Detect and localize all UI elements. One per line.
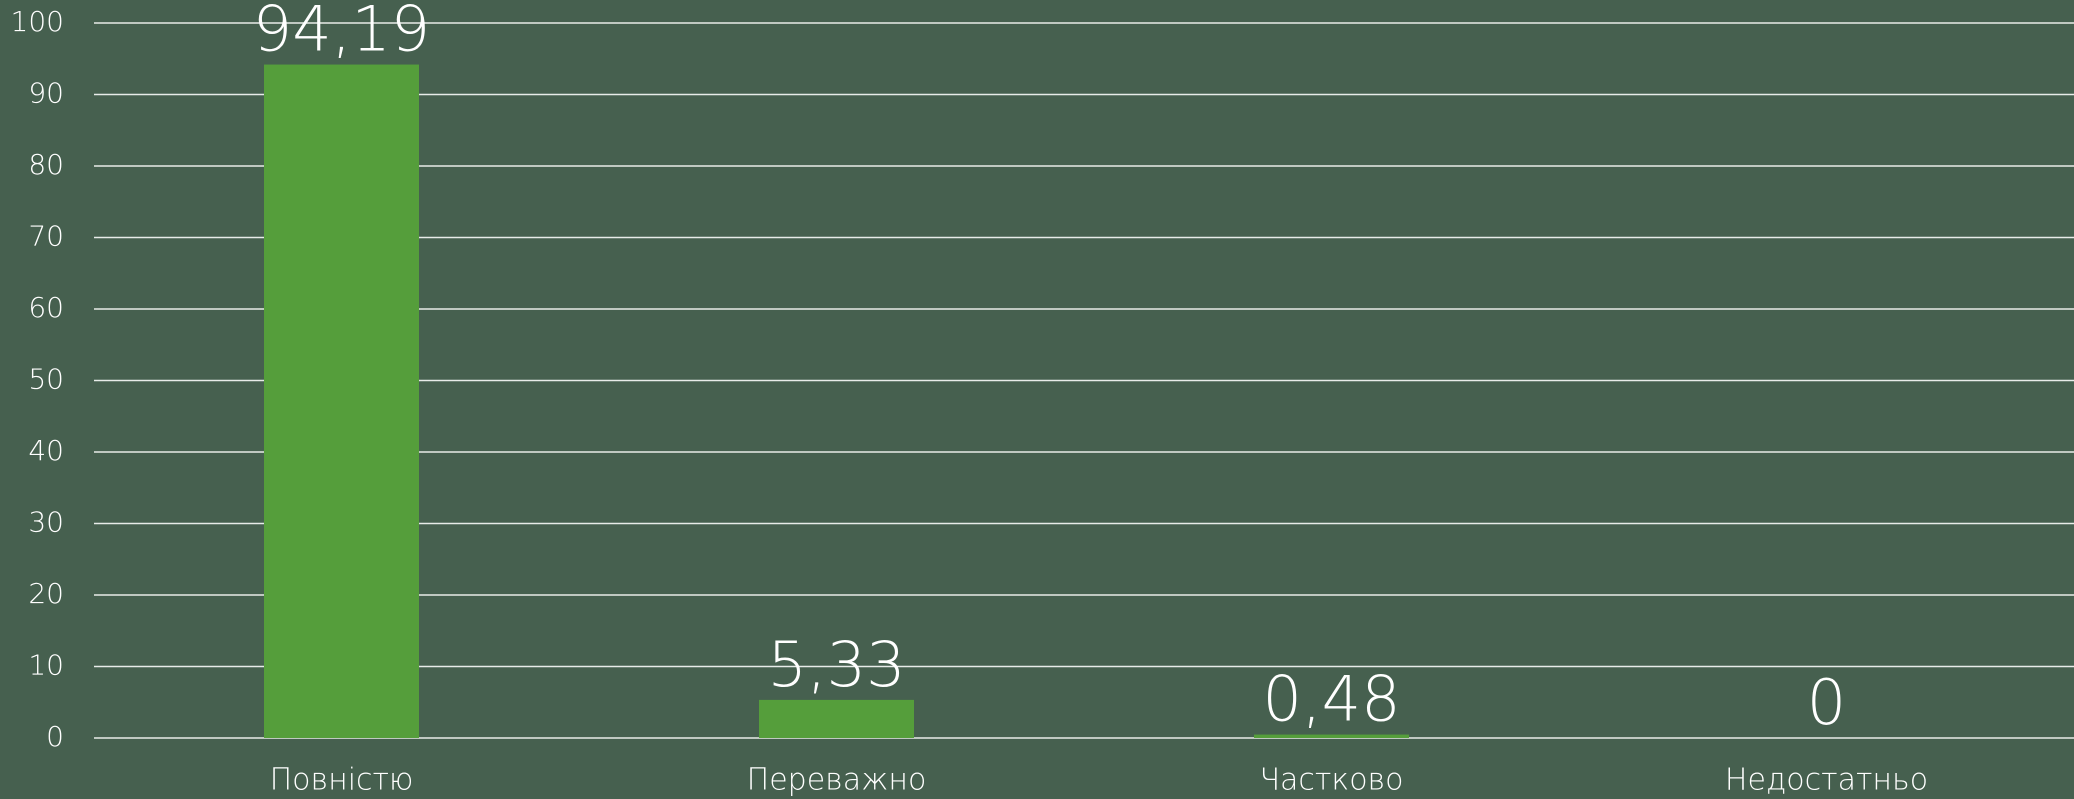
y-tick-label: 90 (28, 77, 64, 110)
y-tick-label: 50 (28, 363, 64, 396)
y-tick-label: 40 (28, 434, 64, 467)
y-tick-label: 70 (28, 220, 64, 253)
bar (264, 64, 419, 738)
y-tick-label: 30 (28, 506, 64, 539)
y-tick-label: 80 (28, 148, 64, 181)
y-tick-label: 0 (46, 720, 64, 753)
value-label: 0 (1807, 666, 1846, 739)
y-tick-label: 10 (28, 649, 64, 682)
x-tick-label: Частково (1259, 763, 1403, 798)
x-tick-label: Повністю (270, 763, 414, 798)
value-label: 94,19 (253, 0, 431, 66)
value-label: 5,33 (767, 628, 905, 701)
x-tick-label: Переважно (747, 763, 927, 798)
y-tick-label: 60 (28, 291, 64, 324)
x-tick-label: Недостатньо (1725, 763, 1928, 798)
bar (759, 699, 914, 738)
bar (1254, 734, 1409, 738)
value-label: 0,48 (1262, 663, 1400, 736)
y-tick-label: 100 (11, 5, 64, 38)
y-tick-label: 20 (28, 577, 64, 610)
